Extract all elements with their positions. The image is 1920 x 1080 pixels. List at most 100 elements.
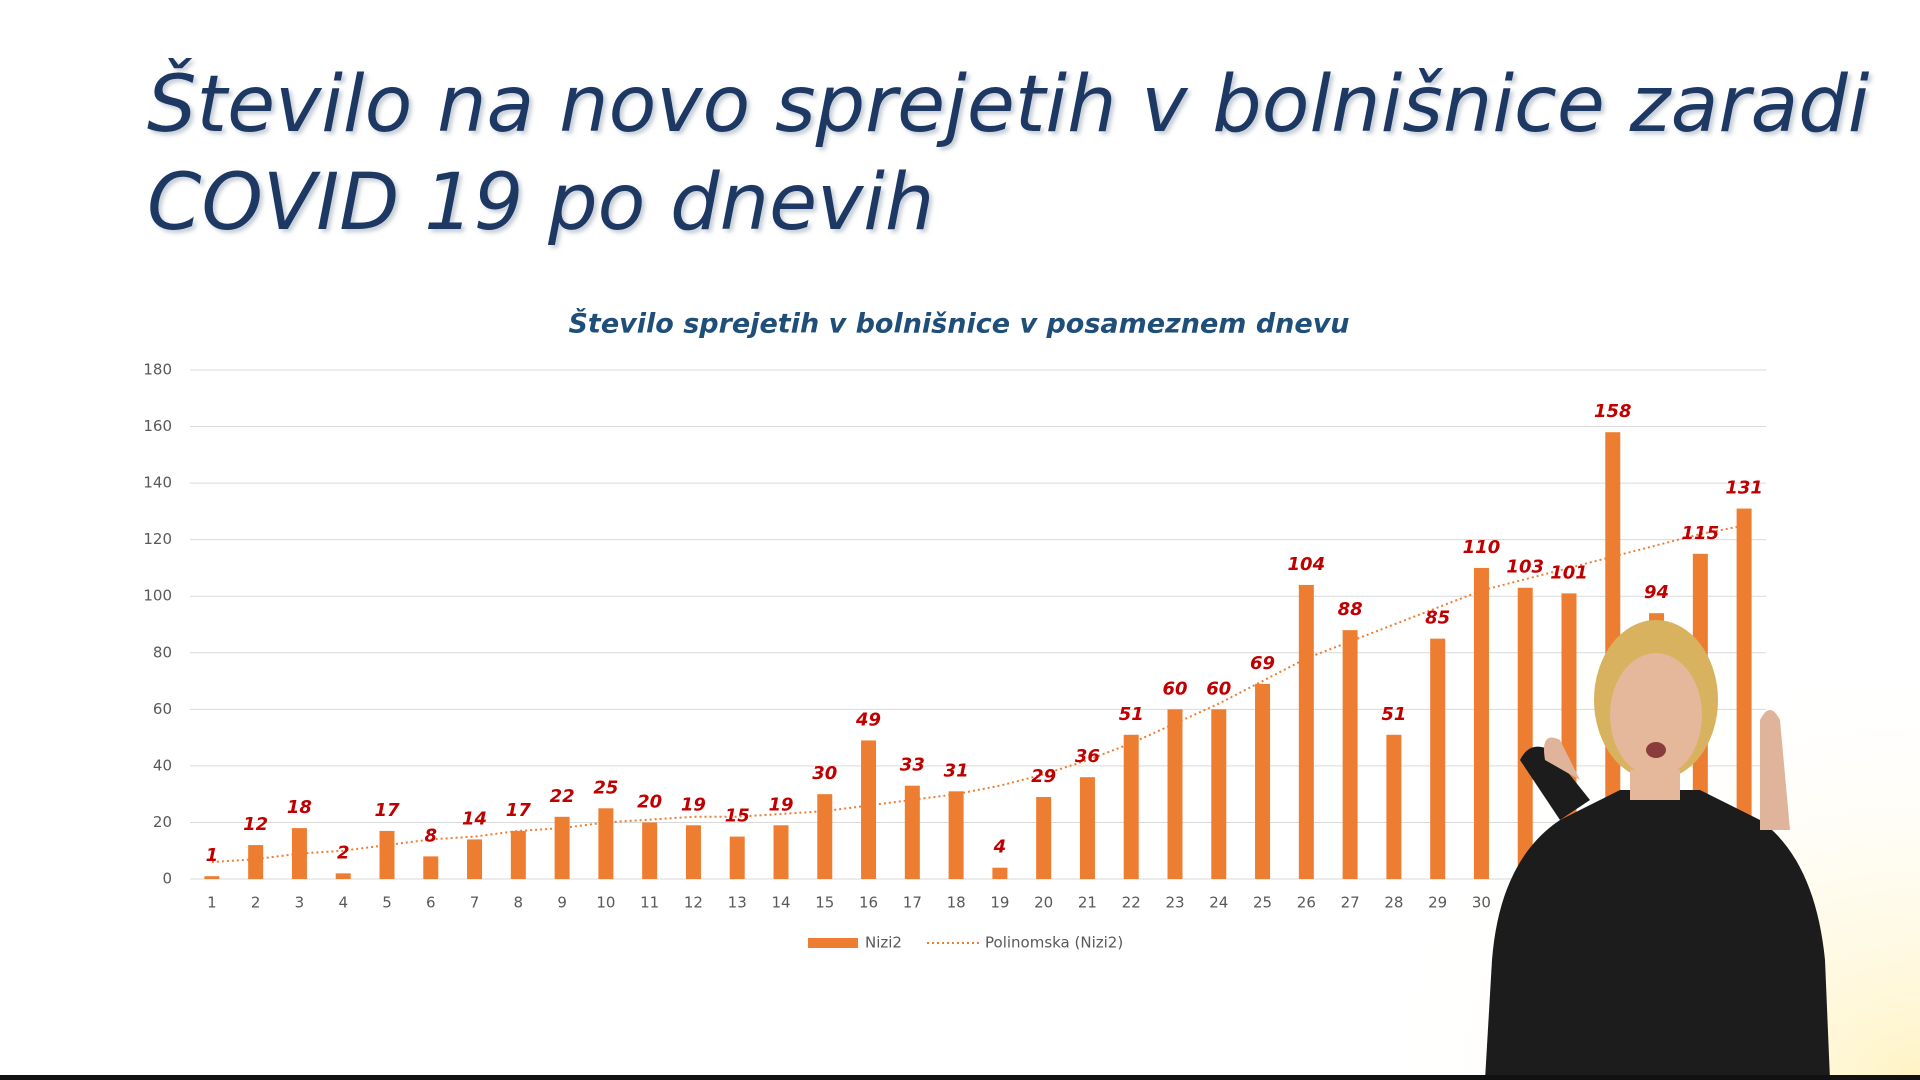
bar: [248, 845, 264, 879]
bottom-bar: [0, 1075, 1920, 1080]
legend-label: Nizi2: [865, 934, 902, 952]
bar: [992, 867, 1008, 879]
bar: [1255, 683, 1271, 879]
bar: [1473, 567, 1489, 879]
x-tick-label: 14: [771, 894, 790, 912]
x-tick-label: 6: [426, 894, 436, 912]
x-tick-label: 24: [1209, 894, 1228, 912]
data-label: 20: [637, 791, 662, 812]
x-tick-label: 18: [947, 894, 966, 912]
bar: [554, 816, 570, 879]
x-tick-label: 15: [815, 894, 834, 912]
x-tick-label: 29: [1428, 894, 1447, 912]
data-label: 25: [593, 777, 618, 798]
bar: [1736, 508, 1752, 879]
bar: [598, 808, 614, 879]
data-label: 17: [506, 800, 532, 821]
x-tick-label: 23: [1165, 894, 1184, 912]
data-label: 69: [1250, 653, 1275, 674]
data-label: 18: [287, 797, 312, 818]
bar: [204, 876, 220, 879]
bar: [948, 791, 964, 879]
legend-swatch: [808, 938, 858, 948]
y-tick-label: 20: [153, 813, 172, 831]
x-tick-label: 27: [1341, 894, 1360, 912]
data-label: 19: [768, 794, 793, 815]
bar: [773, 825, 789, 879]
x-tick-label: 7: [470, 894, 480, 912]
bar: [1430, 638, 1446, 879]
x-tick-label: 4: [338, 894, 348, 912]
data-label: 12: [243, 814, 268, 835]
data-label: 51: [1381, 704, 1406, 725]
y-tick-label: 100: [143, 587, 172, 605]
x-tick-label: 8: [514, 894, 524, 912]
data-label: 60: [1206, 678, 1231, 699]
data-label: 15: [725, 806, 750, 827]
data-label: 51: [1119, 704, 1144, 725]
x-tick-label: 30: [1472, 894, 1491, 912]
trend-line: [211, 524, 1745, 864]
data-label: 85: [1425, 608, 1450, 629]
bar: [1517, 587, 1533, 879]
x-tick-label: 10: [596, 894, 615, 912]
bar: [1342, 630, 1358, 879]
bar: [1211, 709, 1227, 879]
bar: [1386, 734, 1402, 879]
bar: [685, 825, 701, 879]
bar: [467, 839, 483, 879]
data-label: 29: [1031, 766, 1056, 787]
data-label: 31: [944, 760, 969, 781]
data-label: 131: [1725, 478, 1763, 499]
sign-language-interpreter: [1485, 620, 1830, 1080]
x-tick-label: 20: [1034, 894, 1053, 912]
bar: [1298, 584, 1314, 879]
bar: [861, 740, 877, 879]
x-tick-label: 13: [728, 894, 747, 912]
x-tick-label: 28: [1384, 894, 1403, 912]
y-tick-label: 160: [143, 417, 172, 435]
bar: [904, 785, 920, 879]
legend-label: Polinomska (Nizi2): [985, 934, 1123, 952]
chart-title: Število sprejetih v bolnišnice v posamez…: [568, 308, 1349, 340]
data-label: 110: [1463, 537, 1501, 558]
data-label: 60: [1162, 678, 1187, 699]
data-label: 8: [425, 825, 438, 846]
data-label: 19: [681, 794, 706, 815]
data-label: 22: [550, 786, 575, 807]
data-label: 30: [812, 763, 837, 784]
y-tick-label: 180: [143, 361, 172, 379]
data-label: 115: [1682, 523, 1720, 544]
x-tick-label: 19: [990, 894, 1009, 912]
bar: [510, 830, 526, 879]
data-label: 2: [337, 842, 350, 863]
bar: [817, 794, 833, 879]
x-tick-label: 16: [859, 894, 878, 912]
data-label: 49: [855, 709, 881, 730]
x-tick-label: 9: [557, 894, 567, 912]
x-tick-label: 12: [684, 894, 703, 912]
bar: [291, 828, 307, 879]
x-tick-label: 21: [1078, 894, 1097, 912]
data-label: 103: [1506, 557, 1544, 578]
y-tick-label: 140: [143, 474, 172, 492]
bar: [1036, 796, 1052, 879]
slide-title: Število na novo sprejetih v bolnišnice z…: [147, 58, 1870, 248]
x-tick-label: 17: [903, 894, 922, 912]
bar: [423, 856, 439, 879]
x-tick-label: 25: [1253, 894, 1272, 912]
bar: [335, 873, 351, 879]
data-label: 1: [206, 845, 219, 866]
bar: [642, 822, 658, 879]
bar: [1123, 734, 1139, 879]
data-label: 17: [374, 800, 400, 821]
bar: [1167, 709, 1183, 879]
bar: [1079, 777, 1095, 879]
y-tick-label: 80: [153, 643, 172, 661]
data-label: 94: [1644, 582, 1669, 603]
data-label: 14: [462, 808, 487, 829]
y-tick-label: 60: [153, 700, 172, 718]
x-tick-label: 11: [640, 894, 659, 912]
bar: [379, 830, 395, 879]
y-tick-label: 40: [153, 756, 172, 774]
